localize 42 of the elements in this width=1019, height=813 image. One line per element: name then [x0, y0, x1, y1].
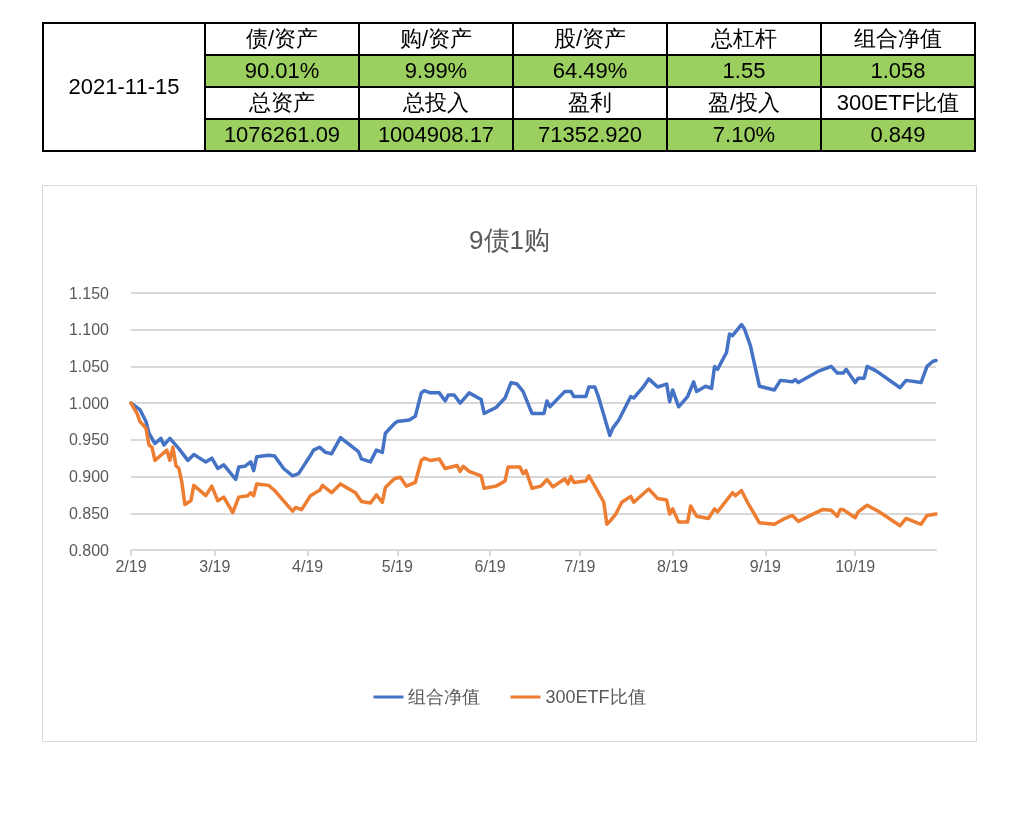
y-tick-label: 1.000: [68, 394, 110, 412]
x-tick-label: 6/19: [474, 557, 506, 575]
text: 90.01%: [205, 55, 359, 87]
y-tick-label: 1.100: [68, 321, 110, 339]
text: 1076261.09: [205, 119, 359, 151]
y-tick-label: 0.850: [68, 504, 110, 522]
x-tick-label: 10/19: [835, 557, 876, 575]
text: 9.99%: [359, 55, 513, 87]
chart-title: 9债1购: [469, 225, 550, 255]
text: 盈利: [513, 87, 667, 119]
text: 总杠杆: [667, 23, 821, 55]
line-series: [129, 401, 938, 528]
y-tick-label: 0.900: [68, 468, 110, 486]
text: 1004908.17: [359, 119, 513, 151]
text: 总资产: [205, 87, 359, 119]
text: 1.55: [667, 55, 821, 87]
text: 2021-11-15: [43, 23, 205, 151]
y-tick-label: 1.150: [68, 284, 110, 302]
text: 组合净值: [821, 23, 975, 55]
text: 盈/投入: [667, 87, 821, 119]
text: 64.49%: [513, 55, 667, 87]
text: 1.058: [821, 55, 975, 87]
text: 7.10%: [667, 119, 821, 151]
x-tick-label: 8/19: [657, 557, 689, 575]
text: 71352.920: [513, 119, 667, 151]
text: 债/资产: [205, 23, 359, 55]
x-tick-label: 7/19: [564, 557, 596, 575]
x-tick-label: 5/19: [381, 557, 414, 575]
text: 购/资产: [359, 23, 513, 55]
x-tick-label: 3/19: [199, 557, 231, 575]
legend-label: 300ETF比值: [545, 687, 646, 707]
y-tick-label: 1.050: [68, 357, 110, 375]
text: 股/资产: [513, 23, 667, 55]
y-tick-label: 0.950: [68, 431, 110, 449]
x-tick-label: 2/19: [115, 557, 147, 575]
x-tick-label: 4/19: [291, 557, 324, 575]
text: 0.849: [821, 119, 975, 151]
legend-label: 组合净值: [408, 687, 481, 707]
y-tick-label: 0.800: [68, 541, 110, 559]
text: 总投入: [359, 87, 513, 119]
x-tick-label: 9/19: [749, 557, 782, 575]
text: 300ETF比值: [821, 87, 975, 119]
